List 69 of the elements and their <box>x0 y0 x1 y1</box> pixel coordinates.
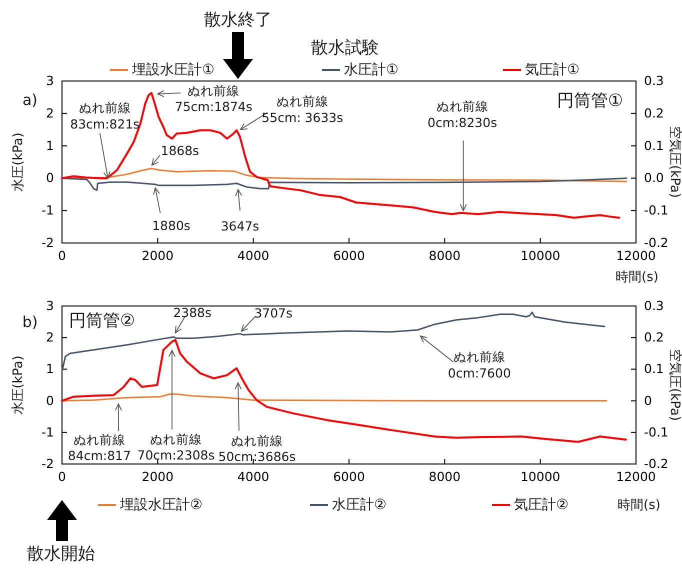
x-tick-label: 10000 <box>520 248 560 263</box>
y-tick-label: 1 <box>46 361 54 376</box>
x-tick-label: 10000 <box>520 468 560 484</box>
y-axis-title: 水圧(kPa) <box>10 356 26 414</box>
x-tick-label: 12000 <box>616 248 656 263</box>
annotation: 3707s <box>254 304 293 320</box>
x-axis-title: 時間(s) <box>618 498 660 512</box>
y-tick-label: 0 <box>46 392 54 408</box>
x-tick-label: 4000 <box>237 468 270 484</box>
x-tick-label: 0 <box>58 248 66 263</box>
legend-label: 埋設水圧計① <box>131 62 215 78</box>
legend-label: 気圧計② <box>514 497 569 513</box>
y-tick-label: 2 <box>46 105 54 120</box>
annotation: 3647s <box>220 218 260 234</box>
chart-title: 散水試験 <box>311 38 379 58</box>
x-tick-label: 2000 <box>142 468 174 484</box>
text: 散水開始 <box>27 544 95 564</box>
y2-tick-label: -0.2 <box>644 456 668 471</box>
y-tick-label: -2 <box>42 235 54 250</box>
x-tick-label: 6000 <box>333 468 365 484</box>
y2-tick-label: 0.1 <box>644 361 664 376</box>
annotation: ぬれ前線 70cm:2308s <box>137 430 215 462</box>
y-tick-label: 2 <box>46 330 54 345</box>
y-tick-label: 3 <box>46 298 54 313</box>
x-tick-label: 0 <box>58 468 66 484</box>
y-tick-label: 1 <box>46 138 54 153</box>
y2-tick-label: 0.3 <box>644 298 664 313</box>
y-tick-label: 0 <box>46 170 54 186</box>
x-axis-title: 時間(s) <box>616 270 658 284</box>
line-series <box>61 393 608 402</box>
x-tick-label: 12000 <box>616 468 656 484</box>
annotation: ぬれ前線 0cm:8230s <box>428 98 498 130</box>
y-tick-label: -1 <box>42 202 54 218</box>
x-tick-label: 8000 <box>428 468 461 484</box>
y2-tick-label: -0.1 <box>644 202 668 218</box>
y-axis-title: 水圧(kPa) <box>10 132 26 192</box>
annotation: ぬれ前線 83cm:821s <box>70 100 140 131</box>
y-tick-label: 3 <box>46 73 54 88</box>
y2-tick-label: -0.1 <box>644 424 668 440</box>
annotation: ぬれ前線 84cm:817 <box>68 431 131 463</box>
y2-tick-label: 0.2 <box>644 105 664 120</box>
legend-label: 気圧計① <box>525 62 580 78</box>
y2-tick-label: -0.2 <box>644 235 668 250</box>
legend-label: 埋設水圧計② <box>119 497 203 513</box>
x-tick-label: 2000 <box>142 248 174 263</box>
legend-label: 水圧計② <box>332 497 387 513</box>
legend-label: 水圧計① <box>344 62 399 78</box>
annotation: 1880s <box>152 217 190 232</box>
annotation: ぬれ前線 50cm:3686s <box>218 432 296 464</box>
x-tick-label: 6000 <box>333 248 365 263</box>
y2-tick-label: 0.3 <box>644 73 664 88</box>
text: 散水終了 <box>204 10 272 30</box>
text: b) <box>22 313 38 331</box>
y2-tick-label: 0.1 <box>644 138 664 153</box>
y2-tick-label: 0.2 <box>644 330 664 345</box>
y2-tick-label: 0.0 <box>644 170 664 186</box>
y-tick-label: -1 <box>42 424 54 440</box>
x-tick-label: 4000 <box>237 248 270 263</box>
x-tick-label: 8000 <box>428 248 461 263</box>
y-tick-label: -2 <box>42 456 54 471</box>
y2-tick-label: 0 <box>644 392 652 408</box>
annotation: 2388s <box>173 304 212 320</box>
annotation: 円筒管② <box>68 311 136 331</box>
annotation: ぬれ前線 75cm:1874s <box>174 82 252 114</box>
annotation: ぬれ前線 0cm:7600 <box>448 348 511 380</box>
annotation: ぬれ前線 55cm: 3633s <box>262 93 344 124</box>
text: a) <box>22 91 38 109</box>
annotation: 円筒管① <box>556 91 624 111</box>
annotation: 1868s <box>160 142 200 158</box>
